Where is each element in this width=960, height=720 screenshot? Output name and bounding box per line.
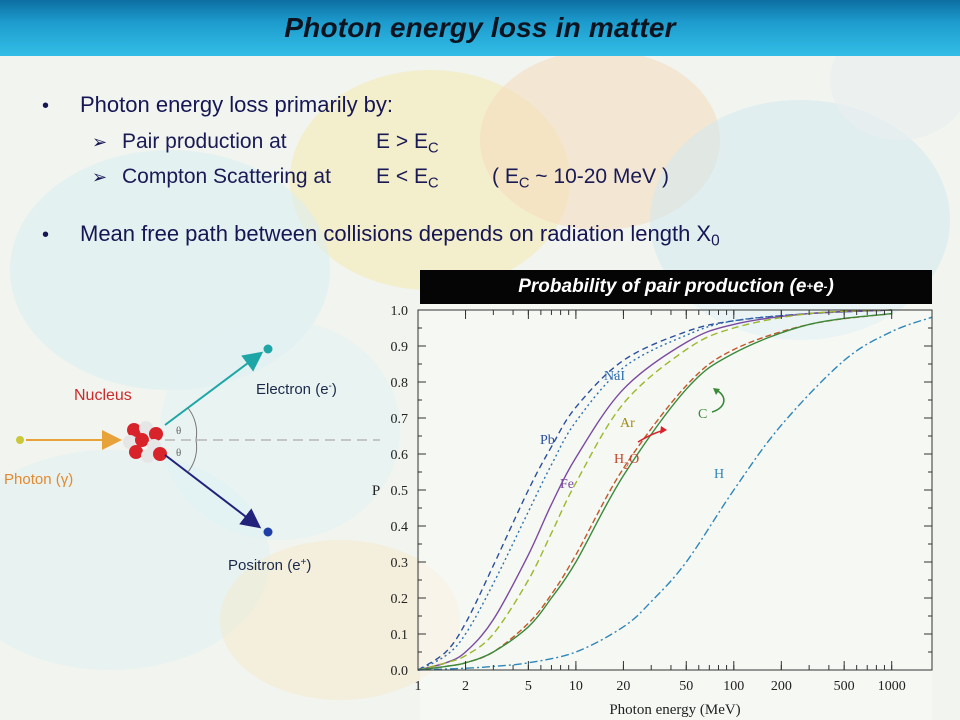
c-arrow <box>711 389 725 413</box>
sub-bullet-2: Compton Scattering at <box>122 165 331 189</box>
chart-title: Probability of pair production (e + e -) <box>420 270 932 304</box>
x-tick-label: 20 <box>616 679 630 694</box>
sub-bullet-2-condition: E < EC <box>376 165 439 191</box>
y-tick-label: 0.0 <box>391 664 409 679</box>
y-axis-label: P <box>372 483 380 499</box>
sub-bullet-2-text: Compton Scattering at <box>122 165 331 188</box>
condition-subscript: C <box>427 175 439 192</box>
series-label-fe: Fe <box>560 477 574 492</box>
series-line-ar <box>417 309 892 671</box>
theta-upper-label: θ <box>176 425 181 437</box>
y-tick-label: 0.6 <box>391 448 409 463</box>
x-axis-label: Photon energy (MeV) <box>609 702 740 718</box>
theta-lower-label: θ <box>176 447 181 459</box>
pair-production-chart: Probability of pair production (e + e -) 0.… <box>370 270 950 720</box>
sub-bullet-1-condition: E > EC <box>376 130 439 156</box>
angle-arc-upper <box>187 407 198 441</box>
series-label-pb: Pb <box>540 433 555 448</box>
series-line-nai <box>417 309 892 671</box>
series-label-h: H <box>714 467 724 482</box>
chart-title-text: e <box>813 276 824 297</box>
arrow-bullet-icon: ➢ <box>92 167 108 187</box>
note-text-end: ~ 10-20 MeV ) <box>529 165 669 188</box>
y-tick-label: 0.8 <box>391 376 409 391</box>
bullet-1-text: Photon energy loss primarily by: <box>80 92 394 117</box>
h2o-arrow-head <box>660 426 667 434</box>
nucleus-label: Nucleus <box>74 387 132 404</box>
positron-arrow <box>164 454 262 529</box>
bullet-dot: • <box>42 95 50 117</box>
series-label-nai: NaI <box>604 369 625 384</box>
series-label-ar: Ar <box>620 416 635 431</box>
series-label-h2o: H2O <box>614 452 639 472</box>
positron-label: Positron (e+) <box>228 557 311 575</box>
y-tick-label: 0.7 <box>391 412 409 427</box>
x-tick-label: 50 <box>679 679 693 694</box>
x-tick-label: 500 <box>834 679 855 694</box>
y-tick-label: 0.9 <box>391 340 409 355</box>
nucleus-icon <box>123 421 167 463</box>
pair-production-diagram: θ θ Nucleus Photon (γ) Electron (e-) Pos… <box>4 344 380 575</box>
electron-dot <box>263 344 273 354</box>
photon-dot <box>16 436 24 444</box>
photon-label: Photon (γ) <box>4 471 73 488</box>
chart-title-text: Probability of pair production (e <box>518 276 807 297</box>
x-tick-label: 1 <box>415 679 422 694</box>
condition-text: E < E <box>376 165 428 188</box>
positron-dot <box>263 527 273 537</box>
bullet-2: Mean free path between collisions depend… <box>80 221 720 251</box>
slide-title: Photon energy loss in matter <box>284 12 676 43</box>
y-tick-label: 0.5 <box>391 484 409 499</box>
electron-label: Electron (e-) <box>256 381 337 399</box>
x-tick-label: 100 <box>723 679 744 694</box>
x-tick-label: 10 <box>569 679 583 694</box>
chart-title-sup: + <box>806 281 814 293</box>
sub-bullet-1-text: Pair production at <box>122 130 287 153</box>
bullet-dot: • <box>42 224 50 246</box>
series-line-pb <box>417 309 892 671</box>
note-text: ( E <box>492 165 519 188</box>
bullet-2-text: Mean free path between collisions depend… <box>80 221 712 246</box>
note-subscript: C <box>518 175 530 192</box>
arrow-bullet-icon: ➢ <box>92 132 108 152</box>
y-tick-label: 0.1 <box>391 628 409 643</box>
y-tick-label: 0.2 <box>391 592 409 607</box>
plot-background <box>420 304 932 720</box>
c-arrow-head <box>713 388 720 395</box>
chart-title-sup: - <box>823 281 828 293</box>
bullet-2-subscript: 0 <box>711 232 720 250</box>
title-bar: Photon energy loss in matter <box>0 0 960 56</box>
x-tick-label: 2 <box>462 679 469 694</box>
chart-title-text: ) <box>827 276 834 297</box>
sub-bullet-1: Pair production at <box>122 130 287 154</box>
electron-arrow <box>164 351 264 426</box>
y-tick-label: 1.0 <box>391 304 409 319</box>
bullet-1: Photon energy loss primarily by: <box>80 92 393 118</box>
chart-plot: 0.0 0.1 0.2 0.3 0.4 0.5 0.6 0.7 0.8 0.9 1.0 1 2 5 10 20… <box>372 304 933 720</box>
x-tick-label: 200 <box>771 679 792 694</box>
condition-subscript: C <box>427 140 439 157</box>
x-tick-label: 1000 <box>878 679 906 694</box>
y-tick-label: 0.3 <box>391 556 409 571</box>
angle-arc-lower <box>187 439 198 473</box>
condition-text: E > E <box>376 130 428 153</box>
y-tick-label: 0.4 <box>391 520 409 535</box>
critical-energy-note: ( EC ~ 10-20 MeV ) <box>492 165 669 191</box>
x-tick-label: 5 <box>525 679 532 694</box>
bullet-list: • Photon energy loss primarily by: ➢ Pai… <box>0 0 960 260</box>
series-line-fe <box>417 309 892 671</box>
series-label-c: C <box>698 407 707 422</box>
